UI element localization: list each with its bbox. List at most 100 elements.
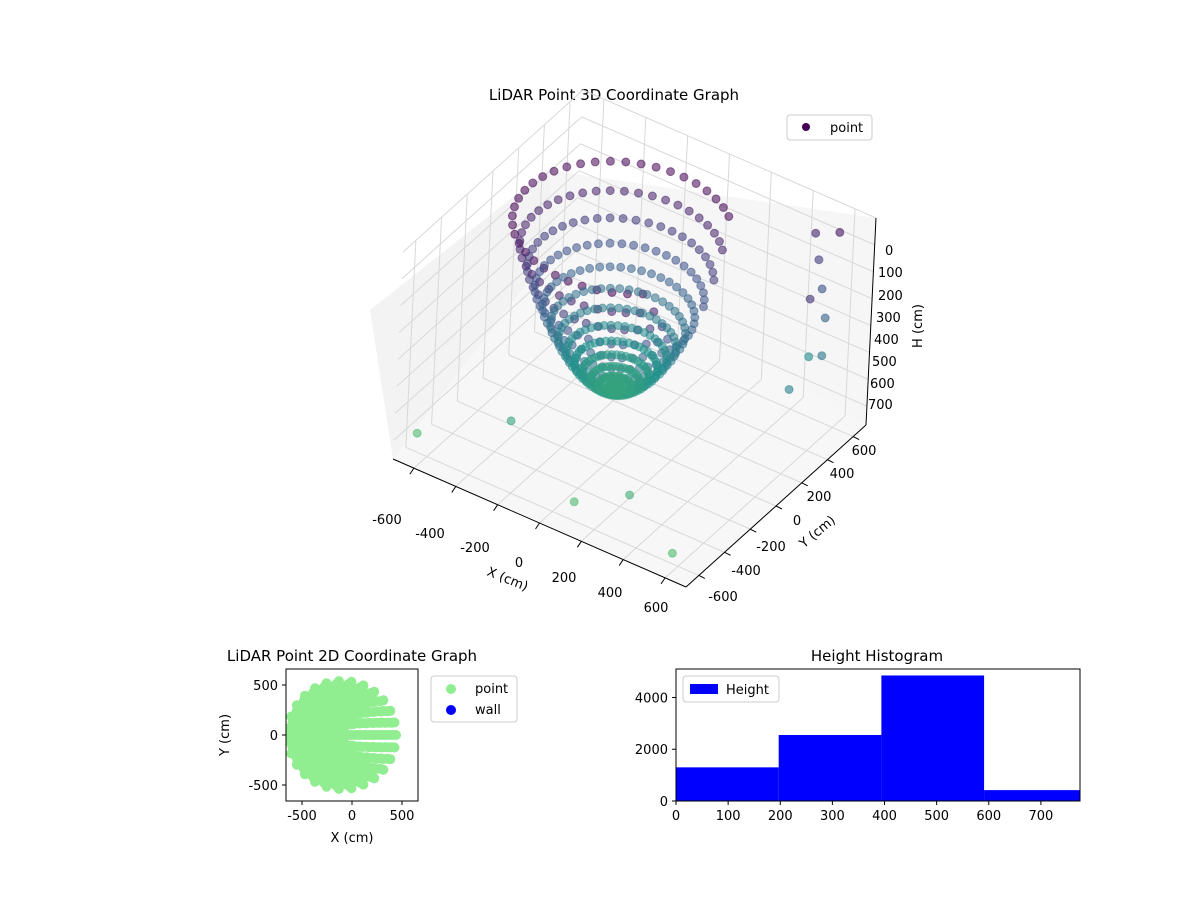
chart-2d-x-label: X (cm) <box>331 831 374 846</box>
point-3d <box>591 186 601 196</box>
chart-3d-x-ticks: -600 -400 -200 0 200 400 600 <box>372 513 668 616</box>
point-3d <box>651 162 661 172</box>
point-3d <box>651 246 661 256</box>
grid-line <box>401 116 583 280</box>
point-2d <box>378 695 389 706</box>
chart-3d-y-tick-mark <box>750 528 757 533</box>
point-3d <box>650 293 660 303</box>
chart-3d-y-tick-mark <box>775 505 783 510</box>
point-3d <box>718 203 728 212</box>
point-2d <box>346 676 357 687</box>
point-3d <box>522 259 532 269</box>
grid-line <box>482 170 494 379</box>
histogram-x-tick: 500 <box>924 809 949 824</box>
point-3d <box>637 266 647 276</box>
point-3d <box>605 283 615 293</box>
grid-line <box>622 397 804 560</box>
point-3d <box>559 309 569 319</box>
histogram-y-ticks: 0 2000 4000 <box>635 691 676 810</box>
point-3d <box>553 250 563 260</box>
grid-line <box>508 354 802 484</box>
point-3d <box>784 385 794 394</box>
histogram-legend-swatch <box>690 684 718 694</box>
point-2d <box>333 783 344 794</box>
point-3d <box>702 186 712 196</box>
chart-3d-title: LiDAR Point 3D Coordinate Graph <box>489 86 739 104</box>
chart-3d-x-tick-mark <box>535 522 540 530</box>
point-2d <box>369 773 380 784</box>
grid-line <box>664 415 846 579</box>
point-3d <box>692 274 702 284</box>
point-2d <box>333 676 344 687</box>
point-2d <box>391 730 401 740</box>
point-3d <box>528 244 538 254</box>
histogram-x-tick: 0 <box>672 809 680 824</box>
point-3d <box>636 159 646 169</box>
histogram-bar <box>881 675 985 801</box>
chart-2d-legend-label-wall: wall <box>475 703 501 718</box>
point-3d <box>703 220 713 230</box>
chart-3d-x-tick-mark <box>618 559 624 566</box>
point-3d <box>820 313 830 323</box>
point-3d <box>558 221 567 231</box>
point-3d <box>549 166 559 176</box>
histogram-x-tick: 200 <box>768 809 793 824</box>
point-2d <box>321 781 332 792</box>
point-2d <box>378 764 389 775</box>
point-3d <box>606 303 616 313</box>
point-3d <box>678 288 688 298</box>
grid-line <box>397 197 579 360</box>
point-3d <box>656 273 666 283</box>
chart-3d-y-label: Y (cm) <box>796 513 839 552</box>
point-3d <box>619 186 629 196</box>
chart-3d-y-tick-mark <box>827 459 834 464</box>
grid-line <box>456 194 468 402</box>
chart-3d-x-tick-mark <box>409 467 415 475</box>
grid-line <box>402 89 584 253</box>
point-3d <box>629 240 639 250</box>
point-3d <box>605 213 615 223</box>
chart-3d-z-tick: 0 <box>885 244 893 259</box>
histogram-y-tick: 4000 <box>635 691 668 706</box>
grid-line <box>431 217 443 425</box>
point-3d <box>412 428 422 438</box>
point-3d <box>548 226 558 236</box>
point-2d <box>321 678 332 689</box>
point-3d <box>642 290 652 299</box>
point-3d <box>640 243 650 253</box>
point-3d <box>543 200 553 210</box>
point-3d <box>624 285 634 295</box>
point-3d <box>590 304 600 314</box>
chart-3d-y-tick-mark <box>698 574 706 579</box>
chart-3d-z-label: H (cm) <box>911 304 926 348</box>
point-3d <box>559 272 568 282</box>
chart-3d-legend-box <box>786 114 873 141</box>
chart-3d-x-tick-mark <box>576 541 582 548</box>
point-3d <box>696 281 706 291</box>
point-2d <box>286 748 297 759</box>
grid-line <box>573 277 868 407</box>
point-3d <box>605 262 615 272</box>
histogram-bar <box>778 735 882 801</box>
point-3d <box>670 306 680 316</box>
point-3d <box>724 212 734 221</box>
point-3d <box>708 267 718 277</box>
chart-3d-y-tick: 200 <box>807 490 832 505</box>
point-3d <box>664 277 674 287</box>
chart-3d-y-tick: 0 <box>793 514 801 529</box>
point-3d <box>814 255 824 265</box>
point-3d <box>705 260 715 269</box>
point-3d <box>679 261 689 271</box>
chart-2d-x-tick: 500 <box>390 809 415 824</box>
chart-3d-x-tick-mark <box>660 577 666 585</box>
point-3d <box>717 245 727 255</box>
point-3d <box>711 194 721 204</box>
point-2d <box>310 776 320 787</box>
chart-3d-x-tick: -400 <box>415 527 445 542</box>
chart-3d-points <box>412 156 845 558</box>
point-2d <box>389 717 400 728</box>
point-3d <box>701 252 710 262</box>
chart-2d-legend-label-point: point <box>475 682 508 697</box>
point-3d <box>540 231 550 241</box>
